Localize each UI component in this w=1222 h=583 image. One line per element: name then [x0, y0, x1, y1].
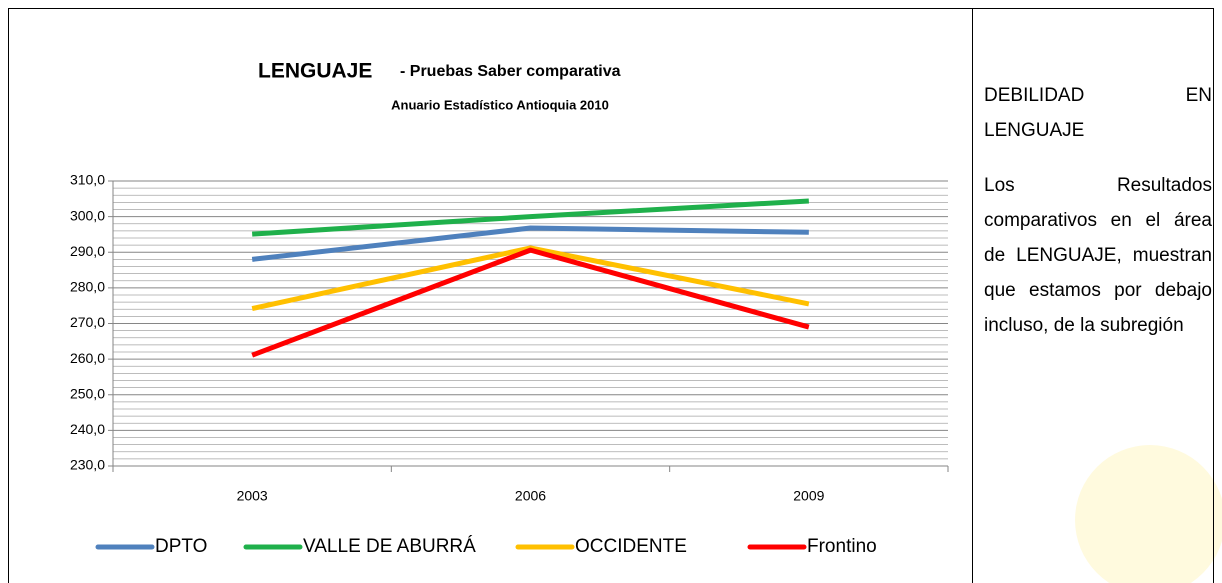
series-line: [252, 198, 809, 237]
y-tick-label: 270,0: [70, 314, 105, 330]
frame: [8, 8, 1214, 583]
y-tick-label: 300,0: [70, 207, 105, 223]
legend-label: DPTO: [155, 536, 207, 557]
watermark: [1075, 445, 1222, 583]
x-tick-label: 2009: [793, 488, 824, 504]
chart-subtitle: Anuario Estadístico Antioquia 2010: [391, 97, 609, 112]
series-line: [251, 247, 810, 358]
panel-heading: DEBILIDAD EN LENGUAJE: [984, 85, 1212, 141]
y-tick-label: 240,0: [70, 421, 105, 437]
legend-label: OCCIDENTE: [575, 536, 687, 557]
y-tick-label: 260,0: [70, 350, 105, 366]
legend-label: VALLE DE ABURRÁ: [303, 536, 476, 557]
y-tick-label: 310,0: [70, 172, 105, 188]
series-line: [251, 225, 809, 262]
chart-title-suffix: - Pruebas Saber comparativa: [400, 63, 621, 80]
y-tick-label: 280,0: [70, 279, 105, 295]
y-tick-label: 290,0: [70, 243, 105, 259]
side-panel: DEBILIDAD EN LENGUAJE Los Resultados com…: [984, 78, 1212, 363]
series-line: [251, 245, 810, 311]
chart-title: LENGUAJE: [258, 60, 372, 83]
x-tick-label: 2006: [515, 488, 546, 504]
x-tick-label: 2003: [237, 488, 268, 504]
y-tick-label: 230,0: [70, 457, 105, 473]
panel-text: Los Resultados comparativos en el área d…: [984, 175, 1212, 336]
y-tick-label: 250,0: [70, 385, 105, 401]
legend-label: Frontino: [807, 536, 877, 557]
